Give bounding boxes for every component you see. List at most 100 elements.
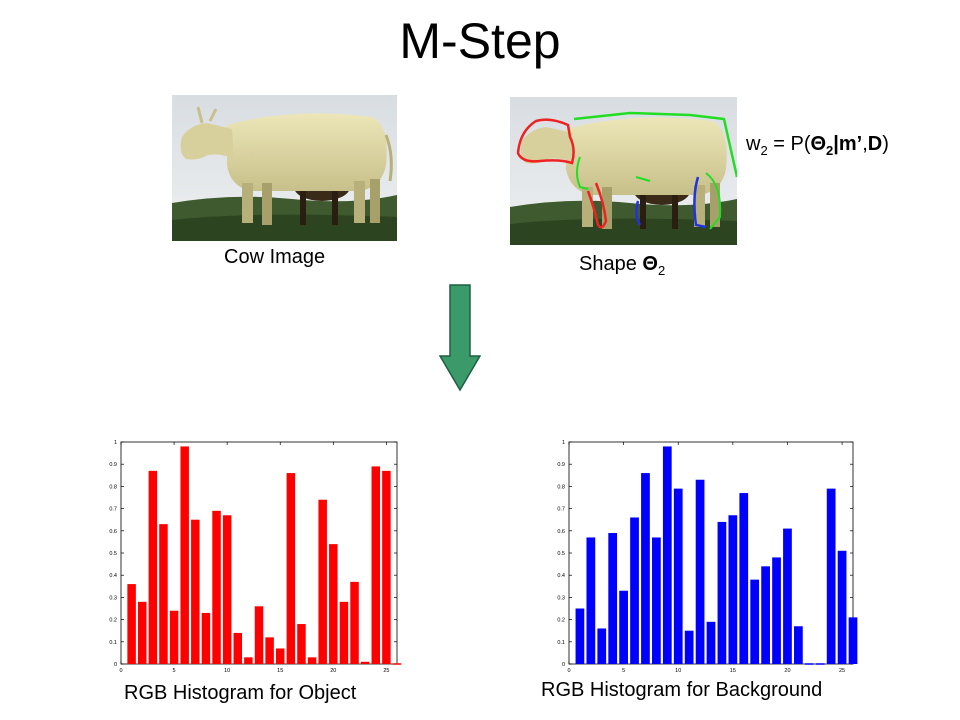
y-tick-label: 0.9 (557, 462, 565, 468)
shape-caption-prefix: Shape (579, 253, 643, 275)
histogram-bar (586, 537, 596, 664)
histogram-bar (641, 473, 650, 664)
formula-eq: = P( (767, 133, 811, 155)
y-tick-label: 0.6 (557, 529, 565, 535)
histogram-bar (382, 470, 391, 664)
theta-symbol: Θ (642, 253, 658, 275)
shape-caption: Shape Θ2 (579, 252, 665, 283)
x-tick-label: 10 (675, 668, 681, 674)
cow-image-caption: Cow Image (224, 246, 326, 268)
formula-close: ) (882, 133, 889, 155)
histogram-bar (761, 566, 770, 664)
histogram-bar (297, 624, 306, 664)
histogram-bar (339, 601, 349, 664)
x-tick-label: 0 (119, 668, 122, 674)
histogram-bar (180, 446, 189, 664)
y-tick-label: 0.6 (109, 529, 117, 535)
histogram-bar (794, 626, 803, 664)
histogram-bar (350, 581, 359, 664)
cow-image (172, 95, 397, 241)
page-title: M-Step (399, 13, 561, 69)
histogram-bar (662, 446, 672, 664)
y-tick-label: 1 (562, 440, 565, 446)
histogram-bar (137, 601, 147, 664)
x-tick-label: 0 (567, 668, 570, 674)
histogram-bar (673, 488, 683, 664)
y-tick-label: 0.5 (557, 551, 565, 557)
histogram-bar (191, 519, 200, 664)
y-tick-label: 0.3 (557, 595, 565, 601)
y-tick-label: 0.1 (557, 640, 565, 646)
formula-comma: , (862, 133, 868, 155)
y-tick-label: 0.8 (557, 484, 565, 490)
y-tick-label: 0.4 (557, 573, 565, 579)
down-arrow-icon (439, 284, 481, 392)
histogram-bar (318, 499, 327, 664)
x-tick-label: 5 (173, 668, 176, 674)
y-tick-label: 0 (114, 662, 117, 668)
theta-subscript: 2 (657, 263, 666, 278)
y-tick-label: 0.4 (109, 573, 117, 579)
histogram-bar (127, 584, 136, 664)
histogram-bar (148, 470, 158, 664)
histogram-bar (159, 524, 168, 664)
histogram-bar (619, 590, 628, 664)
histogram-bar (329, 544, 338, 664)
x-tick-label: 20 (330, 668, 336, 674)
histogram-bar (695, 479, 705, 664)
x-tick-label: 25 (383, 668, 389, 674)
object-histogram: 00.10.20.30.40.50.60.70.80.910 5 10 15 20 25 (97, 432, 405, 674)
histogram-bar (837, 550, 847, 664)
y-tick-label: 1 (114, 440, 117, 446)
histogram-bar (652, 537, 661, 664)
histogram-bar (717, 521, 727, 664)
histogram-bar (597, 628, 607, 664)
y-tick-label: 0.3 (109, 595, 117, 601)
background-histogram: 00.10.20.30.40.50.60.70.80.910 5 10 15 20 25 (545, 432, 861, 674)
formula-theta: Θ (810, 133, 827, 155)
histogram-bar (371, 466, 381, 664)
y-tick-label: 0.9 (109, 462, 117, 468)
background-histogram-caption: RGB Histogram for Background (541, 679, 823, 701)
object-histogram-caption: RGB Histogram for Object (124, 682, 357, 704)
histogram-bar (848, 617, 858, 664)
histogram-bar (783, 528, 792, 664)
y-tick-label: 0.5 (109, 551, 117, 557)
y-tick-label: 0.2 (557, 618, 565, 624)
histogram-bar (169, 610, 179, 664)
histogram-bar (244, 657, 253, 664)
histogram-bar (772, 557, 781, 664)
histogram-bar (233, 632, 243, 664)
x-tick-label: 15 (730, 668, 736, 674)
histogram-bar (739, 493, 749, 664)
histogram-bar (360, 661, 370, 664)
histogram-bar (630, 517, 639, 664)
formula-d: D (867, 133, 883, 155)
y-tick-label: 0.8 (109, 484, 117, 490)
x-tick-label: 20 (784, 668, 790, 674)
histogram-bar (201, 612, 211, 664)
histogram-bar (222, 515, 232, 664)
y-tick-label: 0.2 (109, 618, 117, 624)
shape-image (510, 97, 737, 245)
histogram-bar (254, 606, 264, 664)
histogram-bar (706, 621, 716, 664)
histogram-bar (286, 473, 296, 664)
weight-formula: w2 = P(Θ2|m’,D) (746, 132, 889, 163)
histogram-bar (750, 579, 760, 664)
y-tick-label: 0.1 (109, 640, 117, 646)
formula-theta-sub: 2 (826, 143, 834, 158)
y-tick-label: 0 (562, 662, 565, 668)
y-tick-label: 0.7 (557, 507, 565, 513)
formula-w: w (746, 133, 761, 155)
histogram-bar (212, 510, 221, 664)
x-tick-label: 10 (224, 668, 230, 674)
x-tick-label: 5 (622, 668, 625, 674)
histogram-bar (265, 637, 274, 664)
x-tick-label: 25 (839, 668, 845, 674)
histogram-bar (608, 533, 618, 664)
histogram-bar (275, 648, 285, 664)
y-tick-label: 0.7 (109, 507, 117, 513)
histogram-bar (826, 488, 836, 664)
histogram-bar (728, 515, 738, 664)
